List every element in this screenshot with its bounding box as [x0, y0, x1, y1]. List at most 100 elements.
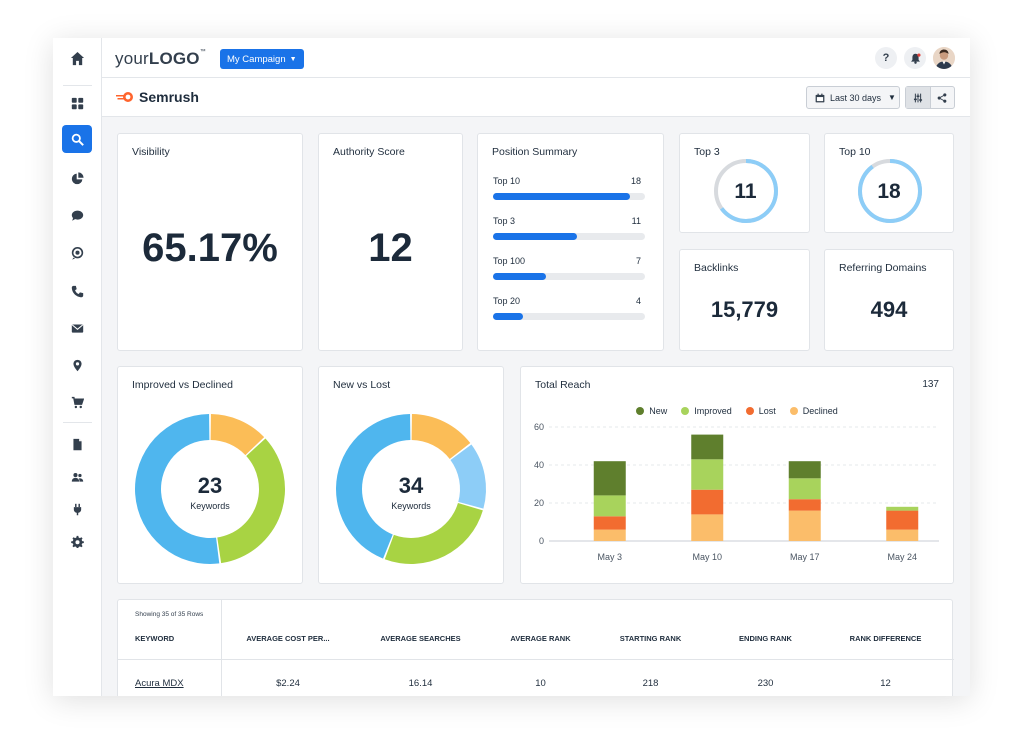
share-button[interactable]	[931, 87, 955, 108]
top10-card: Top 10 18	[824, 133, 954, 233]
new-lost-donut	[336, 414, 486, 564]
column-header[interactable]: AVERAGE COST PER...	[246, 634, 330, 643]
referring-domains-card: Referring Domains 494	[824, 249, 954, 351]
legend-swatch	[636, 407, 645, 415]
legend-label: Declined	[802, 406, 838, 416]
date-range-dropdown[interactable]: Last 30 days ▼	[806, 86, 900, 109]
legend-item[interactable]: New	[636, 406, 667, 416]
dashboard-icon[interactable]	[62, 89, 92, 117]
donut-slice[interactable]	[135, 414, 220, 564]
top3-ring	[714, 159, 778, 223]
donut-slice[interactable]	[217, 438, 285, 564]
table-cell: 10	[535, 678, 546, 689]
legend-item[interactable]: Lost	[745, 406, 776, 416]
avatar[interactable]	[933, 47, 955, 69]
column-header[interactable]: AVERAGE RANK	[510, 634, 571, 643]
document-icon[interactable]	[62, 430, 92, 458]
source-header: Semrush Last 30 days ▼	[102, 78, 970, 117]
location-icon[interactable]	[62, 351, 92, 379]
bar-segment[interactable]	[691, 434, 724, 460]
home-icon[interactable]	[62, 44, 92, 72]
rows-count: Showing 35 of 35 Rows	[135, 611, 204, 618]
legend-item[interactable]: Improved	[681, 406, 732, 416]
position-row-track	[493, 313, 645, 320]
legend-swatch	[681, 407, 690, 415]
x-tick-label: May 24	[887, 552, 917, 562]
bar-segment[interactable]	[886, 529, 919, 541]
legend-swatch	[745, 407, 754, 415]
cart-icon[interactable]	[62, 388, 92, 416]
legend-label: Improved	[694, 406, 732, 416]
mail-icon[interactable]	[62, 314, 92, 342]
top3-value: 11	[734, 180, 757, 203]
donut-slice[interactable]	[210, 414, 265, 456]
bar-segment[interactable]	[788, 478, 821, 500]
reviews-icon[interactable]	[62, 239, 92, 267]
donut-slice[interactable]	[450, 444, 486, 509]
date-range-label: Last 30 days	[830, 92, 882, 103]
donut-slice[interactable]	[384, 502, 483, 564]
top3-title: Top 3	[694, 146, 720, 158]
sidebar	[53, 38, 102, 696]
top10-title: Top 10	[839, 146, 871, 158]
position-row-bar	[493, 193, 630, 200]
position-row-label: Top 20	[493, 296, 521, 306]
improved-declined-title: Improved vs Declined	[132, 379, 233, 391]
bar-segment[interactable]	[886, 510, 919, 530]
donut-slice[interactable]	[411, 414, 471, 459]
bar-segment[interactable]	[691, 489, 724, 515]
bar-segment[interactable]	[593, 516, 626, 530]
notifications-button[interactable]	[904, 47, 926, 69]
keyword-link[interactable]: Acura MDX	[135, 678, 184, 689]
top3-card: Top 3 11	[679, 133, 810, 233]
position-summary-card: Position Summary Top 10 18 Top 3 11 Top 100 7…	[477, 133, 664, 351]
gear-icon[interactable]	[62, 527, 92, 555]
brand-logo[interactable]: yourLOGO™	[115, 49, 206, 68]
x-tick-label: May 17	[790, 552, 820, 562]
bar-segment[interactable]	[691, 514, 724, 541]
phone-icon[interactable]	[62, 277, 92, 305]
column-header[interactable]: STARTING RANK	[619, 634, 682, 643]
filter-settings-button[interactable]	[906, 87, 931, 108]
plug-icon[interactable]	[62, 495, 92, 523]
visibility-card: Visibility 65.17%	[117, 133, 303, 351]
referring-title: Referring Domains	[839, 262, 927, 274]
bar-segment[interactable]	[593, 495, 626, 517]
total-reach-chart: 0 20 40 60 May 3 May 10 May 17 May 24	[534, 422, 939, 562]
bar-segment[interactable]	[593, 529, 626, 541]
y-tick-label: 20	[534, 498, 544, 508]
backlinks-title: Backlinks	[694, 262, 739, 274]
bar-segment[interactable]	[691, 459, 724, 490]
app-window: yourLOGO™ My Campaign ▼ ? Semrush Last 3…	[53, 38, 970, 696]
chat-icon[interactable]	[62, 201, 92, 229]
calendar-icon	[815, 93, 825, 102]
campaign-dropdown[interactable]: My Campaign ▼	[220, 49, 304, 69]
keywords-table: Showing 35 of 35 Rows KEYWORD AVERAGE COS…	[117, 599, 954, 696]
donut-slice[interactable]	[336, 414, 411, 559]
column-header[interactable]: KEYWORD	[135, 634, 175, 643]
authority-value: 12	[368, 226, 413, 270]
backlinks-value: 15,779	[710, 297, 779, 322]
users-icon[interactable]	[62, 463, 92, 491]
backlinks-card: Backlinks 15,779	[679, 249, 810, 351]
x-tick-label: May 3	[597, 552, 622, 562]
new-lost-count: 34	[398, 473, 424, 498]
position-row-bar	[493, 313, 524, 320]
legend-item[interactable]: Declined	[789, 406, 838, 416]
bar-segment[interactable]	[886, 506, 919, 511]
bar-segment[interactable]	[593, 461, 626, 496]
share-icon	[937, 92, 947, 103]
x-tick-label: May 10	[692, 552, 722, 562]
legend-label: Lost	[758, 406, 776, 416]
search-icon[interactable]	[62, 125, 92, 153]
bar-segment[interactable]	[788, 510, 821, 541]
bar-segment[interactable]	[788, 461, 821, 479]
column-header[interactable]: ENDING RANK	[739, 634, 792, 643]
column-header[interactable]: RANK DIFFERENCE	[849, 634, 922, 643]
position-row-bar	[493, 273, 547, 280]
pie-chart-icon[interactable]	[62, 164, 92, 192]
column-header[interactable]: AVERAGE SEARCHES	[380, 634, 461, 643]
help-button[interactable]: ?	[875, 47, 897, 69]
bar-segment[interactable]	[788, 499, 821, 511]
top10-ring	[858, 159, 922, 223]
